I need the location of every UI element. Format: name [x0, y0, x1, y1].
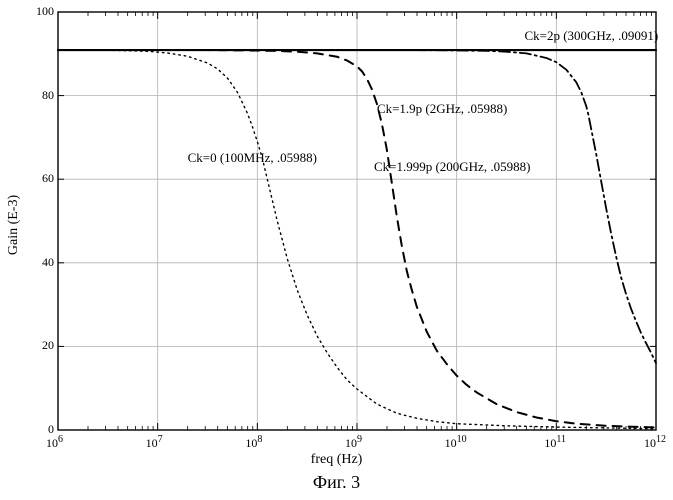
- y-tick-label: 20: [42, 338, 54, 353]
- annotation: Ck=2p (300GHz, .09091): [524, 28, 658, 44]
- annotation: Ck=0 (100MHz, .05988): [188, 150, 317, 166]
- chart-svg: [0, 0, 673, 500]
- annotation: Ck=1.999p (200GHz, .05988): [374, 159, 530, 175]
- y-tick-label: 40: [42, 255, 54, 270]
- x-axis-title: freq (Hz): [0, 452, 673, 468]
- y-tick-label: 60: [42, 171, 54, 186]
- x-tick-label: 107: [146, 434, 163, 451]
- x-tick-label: 1010: [445, 434, 467, 451]
- x-tick-label: 109: [345, 434, 362, 451]
- figure-caption: Фиг. 3: [0, 472, 673, 493]
- x-tick-label: 106: [46, 434, 63, 451]
- y-tick-label: 100: [36, 4, 54, 19]
- figure: { "chart": { "type": "line", "width": 67…: [0, 0, 673, 500]
- y-tick-label: 80: [42, 88, 54, 103]
- y-axis-title: Gain (E-3): [6, 195, 22, 255]
- y-axis-title-container: Gain (E-3): [4, 0, 24, 450]
- x-tick-label: 1011: [544, 434, 566, 451]
- annotation: Ck=1.9p (2GHz, .05988): [377, 101, 507, 117]
- x-tick-label: 108: [245, 434, 262, 451]
- x-tick-label: 1012: [644, 434, 666, 451]
